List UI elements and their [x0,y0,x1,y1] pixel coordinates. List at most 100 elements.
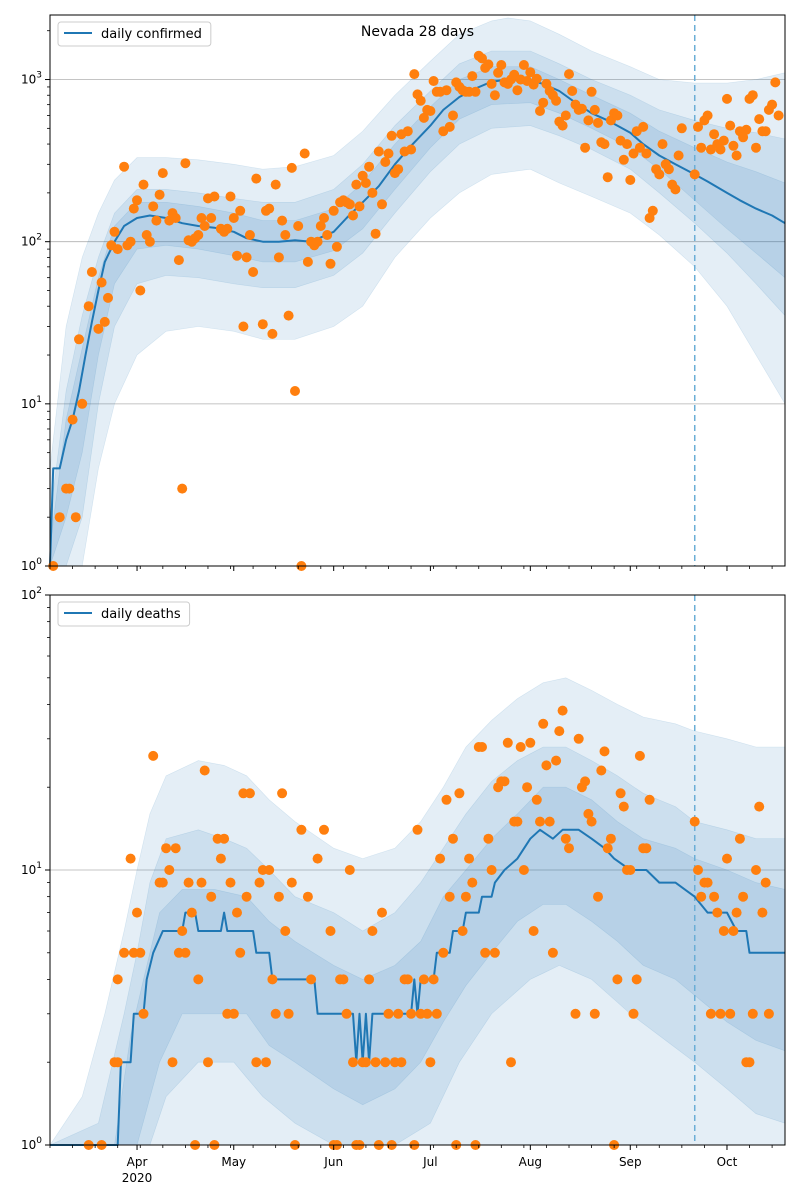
data-point [322,230,333,240]
data-point [647,205,658,216]
data-point [744,1057,755,1068]
data-point [480,947,491,958]
data-point [241,891,252,902]
data-point [767,99,778,110]
data-point [525,737,536,748]
data-point [425,106,436,116]
x-tick-label: Jun [323,1155,343,1169]
data-point [535,816,545,827]
data-point [718,926,729,936]
data-point [728,926,739,936]
data-point [522,782,533,793]
data-point [203,1057,213,1068]
data-point [344,199,355,210]
data-point [612,974,623,985]
data-point [286,877,297,888]
data-point [693,121,703,132]
data-point [512,816,523,827]
data-point [657,139,668,150]
data-point [518,865,529,875]
data-point [319,824,329,835]
confirmed-y-ticks: 100 101 102 103 [21,30,50,573]
data-point [396,1057,407,1068]
data-point [199,765,210,776]
data-point [135,285,146,296]
y-tick-label: 100 [21,1136,42,1152]
legend-box [57,601,191,627]
data-point [477,742,487,752]
data-point [296,824,307,835]
data-point [751,142,761,153]
data-point [299,148,310,159]
data-point [618,154,629,165]
data-point [138,1008,149,1019]
data-point [444,891,455,902]
data-point [370,1057,381,1068]
data-point [148,201,159,212]
data-point [538,718,549,729]
data-point [273,891,284,902]
data-point [705,1008,716,1019]
data-point [132,907,142,918]
data-point [125,853,136,864]
data-point [631,974,642,985]
data-point [747,1008,758,1019]
data-point [154,189,165,200]
data-point [628,1008,639,1019]
data-point [418,112,429,123]
data-point [663,164,674,175]
data-point [641,148,652,159]
deaths-observed-points [83,705,774,1150]
data-point [547,947,558,958]
data-point [157,168,168,179]
data-point [228,213,239,223]
data-point [502,737,513,748]
data-point [689,816,700,827]
data-point [206,213,217,223]
data-point [402,974,413,985]
data-point [428,974,439,985]
x-tick-label: Sep [619,1155,642,1169]
data-point [267,974,278,985]
data-point [541,760,552,771]
data-point [602,843,613,854]
data-point [406,144,417,155]
data-point [364,974,375,985]
data-point [599,139,610,150]
data-point [273,252,284,263]
data-point [164,865,175,875]
legend-box [57,21,212,47]
data-point [170,213,181,223]
data-point [109,226,120,237]
data-point [731,150,742,161]
data-point [763,1008,774,1019]
data-point [193,974,204,985]
data-point [228,1008,239,1019]
data-point [196,213,207,223]
data-point [641,843,652,854]
data-point [628,148,639,159]
chart-title: Nevada 28 days [361,24,474,40]
data-point [367,187,378,198]
data-point [257,319,268,330]
data-point [325,258,336,269]
data-point [538,97,549,108]
data-point [602,172,613,183]
data-point [570,1008,581,1019]
data-point [670,184,681,195]
y-tick-label: 102 [21,586,42,602]
data-point [277,215,288,226]
data-point [564,843,574,854]
data-point [290,386,300,396]
data-point [515,742,526,752]
data-point [67,414,78,425]
data-point [425,1057,436,1068]
data-point [709,129,720,140]
data-point [618,801,629,812]
data-point [673,150,684,161]
data-point [712,907,723,918]
data-point [251,173,262,184]
data-point [338,974,349,985]
data-point [638,121,649,132]
